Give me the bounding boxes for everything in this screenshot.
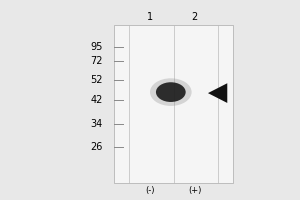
Text: 34: 34 — [90, 119, 102, 129]
Ellipse shape — [156, 82, 186, 102]
Polygon shape — [208, 83, 227, 103]
FancyBboxPatch shape — [114, 25, 233, 183]
Text: 95: 95 — [90, 42, 102, 52]
Text: (+): (+) — [188, 186, 201, 195]
Text: 2: 2 — [191, 12, 198, 22]
Ellipse shape — [150, 78, 192, 106]
Text: (-): (-) — [145, 186, 155, 195]
Text: 1: 1 — [147, 12, 153, 22]
Text: 52: 52 — [90, 75, 102, 85]
Text: 72: 72 — [90, 56, 102, 66]
Text: 26: 26 — [90, 142, 102, 152]
Text: 42: 42 — [90, 95, 102, 105]
